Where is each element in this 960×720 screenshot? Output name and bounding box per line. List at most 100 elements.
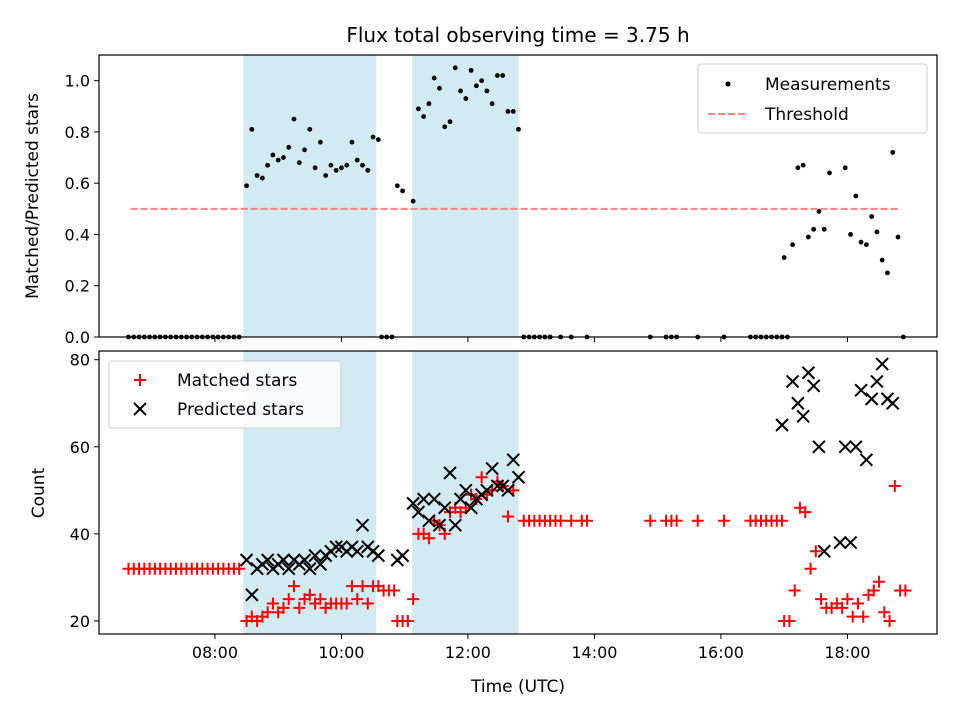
predicted-star-point [282,561,296,576]
predicted-star-point [886,396,900,410]
measurement-point [479,78,485,84]
matched-star-point [815,593,828,606]
predicted-star-point [775,418,789,432]
measurement-point [895,234,901,240]
legend-threshold-label: Threshold [764,105,849,125]
matched-star-point [841,593,854,606]
measurement-point [495,73,500,78]
measurement-point [431,75,437,81]
measurement-point [463,96,469,101]
measurement-point [410,198,416,204]
legend-predicted-label: Predicted stars [177,400,304,420]
matched-star-point [361,597,374,610]
matched-star-point [691,514,704,527]
measurement-point [328,162,334,168]
shaded-interval-1 [243,55,377,337]
top-legend-box [697,63,928,134]
measurement-point [354,157,360,163]
measurement-point [375,137,381,143]
matched-star-point [422,532,435,545]
predicted-star-point [838,440,853,454]
measurement-point [296,160,302,166]
top-legend: Measurements Threshold [697,63,928,134]
predicted-star-point [329,540,343,554]
measurement-point [890,150,896,155]
predicted-star-point [859,453,874,467]
matched-star-point [351,593,364,606]
predicted-star-point [801,366,816,380]
x-tick-label: 10:00 [318,643,364,662]
legend-measurements-label: Measurements [765,75,891,95]
predicted-star-point [875,357,889,371]
measurement-point [286,144,292,150]
matched-star-point [288,580,301,593]
x-tick-label: 18:00 [824,643,870,662]
matched-star-point [475,471,488,484]
measurement-point [265,162,271,168]
y-tick-label: 0.4 [65,225,90,244]
measurement-point [489,101,495,107]
predicted-star-point [833,535,847,550]
matched-star-point [836,601,849,614]
predicted-star-point [506,453,520,467]
matched-star-point [873,575,886,588]
measurement-point [827,170,832,176]
measurement-point [275,157,281,163]
matched-star-point [282,593,295,606]
legend-matched-marker [134,374,146,386]
predicted-star-point [395,548,410,563]
predicted-star-point [485,461,499,476]
predicted-star-point [464,501,478,515]
measurement-point [885,270,890,276]
predicted-star-point [406,496,420,511]
top-panel-y-axis-label: Matched/Predicted stars [23,93,43,299]
measurement-point [400,188,405,194]
measurement-point [312,165,318,171]
predicted-star-point [422,514,436,528]
measurement-point [816,208,822,214]
measurement-point [259,175,265,181]
predicted-star-point [806,379,821,393]
measurement-point [344,162,350,168]
predicted-star-point [490,479,505,493]
predicted-star-point [432,518,447,532]
matched-star-point [340,597,353,610]
predicted-star-point [854,383,868,397]
measurement-point [415,106,421,112]
matched-star-point [809,545,822,558]
legend-measurements-marker [725,81,731,87]
measurement-point [790,242,795,248]
measurement-point [349,139,355,145]
measurement-point [437,85,442,91]
matched-star-point [303,588,316,601]
matched-star-point [888,479,901,492]
matched-star-point [554,514,567,527]
measurement-point [842,165,848,171]
measurement-point [781,255,787,260]
matched-star-point [857,610,870,623]
measurement-point [370,134,376,140]
measurement-point [458,88,463,94]
predicted-star-point [239,553,254,567]
measurement-point [452,65,458,71]
predicted-star-point [511,470,526,484]
measurement-point [317,139,323,145]
measurement-point [800,162,806,168]
predicted-star-point [427,492,441,506]
top-panel-axis-ticks: 0.0 0.2 0.4 0.6 0.8 1.0 [65,72,848,347]
predicted-star-point [350,544,364,558]
predicted-star-point [308,548,322,563]
matched-star-point [356,580,369,593]
measurement-point [795,165,801,171]
bottom-panel-y-axis-label: Count [29,467,49,518]
measurement-point [394,183,400,189]
matched-star-point [314,593,327,606]
measurement-point [447,119,453,125]
matched-star-point [293,601,306,614]
matched-star-point [581,514,594,527]
x-tick-label: 12:00 [445,643,491,662]
predicted-star-point [864,392,879,406]
y-tick-label: 0.6 [65,174,90,193]
x-axis-label: Time (UTC) [470,677,565,697]
